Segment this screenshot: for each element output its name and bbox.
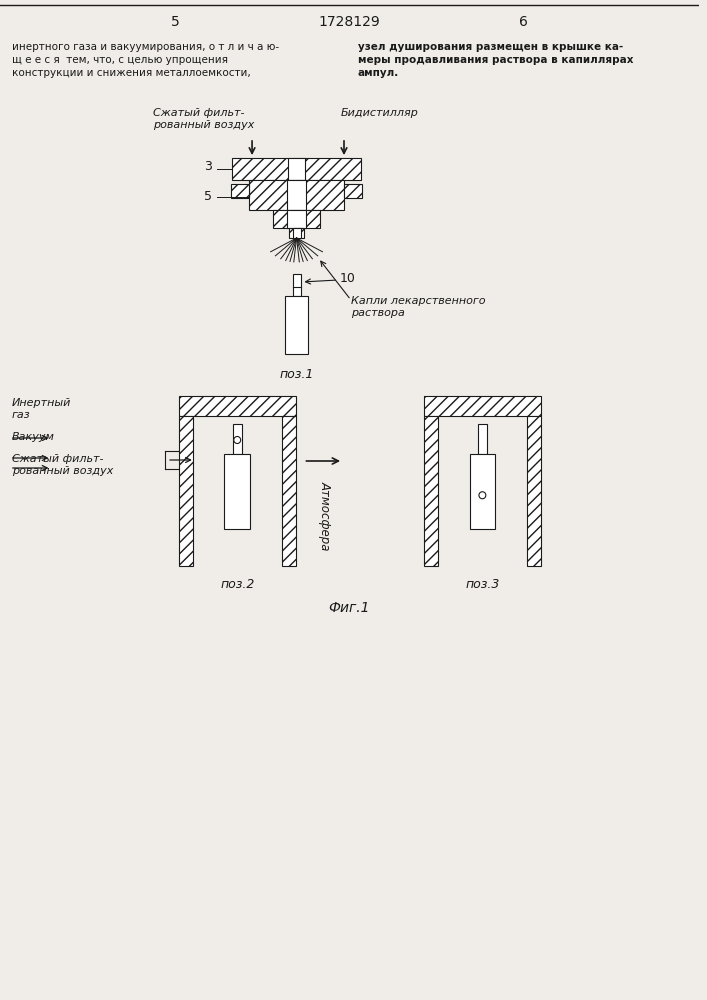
- Bar: [424, 416, 438, 566]
- Bar: [424, 396, 541, 416]
- Bar: [527, 416, 541, 566]
- Text: Инертный: Инертный: [12, 398, 71, 408]
- Text: узел душирования размещен в крышке ка-: узел душирования размещен в крышке ка-: [358, 42, 623, 52]
- Text: 10: 10: [340, 272, 356, 286]
- Text: рованный воздух: рованный воздух: [12, 466, 113, 476]
- Text: Атмосфера: Атмосфера: [319, 481, 332, 551]
- Bar: [233, 424, 243, 454]
- Bar: [293, 274, 300, 296]
- Text: Бидистилляр: Бидистилляр: [341, 108, 419, 118]
- Bar: [233, 158, 361, 180]
- Bar: [424, 396, 541, 416]
- Bar: [424, 416, 438, 566]
- Text: Вакуум: Вакуум: [12, 432, 54, 442]
- Text: поз.2: поз.2: [220, 578, 255, 590]
- Text: 1728129: 1728129: [318, 15, 380, 29]
- Bar: [286, 210, 306, 228]
- Bar: [179, 396, 296, 416]
- Bar: [249, 180, 344, 210]
- Text: Капли лекарственного: Капли лекарственного: [351, 296, 486, 306]
- Text: раствора: раствора: [351, 308, 405, 318]
- Text: 5: 5: [204, 190, 211, 204]
- Bar: [344, 184, 362, 198]
- Circle shape: [479, 492, 486, 499]
- Bar: [231, 184, 249, 198]
- Bar: [281, 416, 296, 566]
- Bar: [281, 416, 296, 566]
- Bar: [273, 210, 320, 228]
- Bar: [285, 296, 308, 354]
- Bar: [288, 158, 305, 180]
- Bar: [286, 180, 306, 210]
- Text: инертного газа и вакуумирования, о т л и ч а ю-: инертного газа и вакуумирования, о т л и…: [12, 42, 279, 52]
- Bar: [233, 158, 361, 180]
- Bar: [224, 454, 250, 529]
- Bar: [273, 210, 320, 228]
- Bar: [527, 416, 541, 566]
- Bar: [179, 416, 193, 566]
- Bar: [288, 228, 305, 238]
- Text: рованный воздух: рованный воздух: [153, 120, 255, 130]
- Text: 3: 3: [204, 159, 211, 172]
- Text: щ е е с я  тем, что, с целью упрощения: щ е е с я тем, что, с целью упрощения: [12, 55, 228, 65]
- Text: Фиг.1: Фиг.1: [328, 601, 370, 615]
- Text: поз.1: поз.1: [279, 367, 314, 380]
- Text: ампул.: ампул.: [358, 68, 399, 78]
- Bar: [179, 416, 193, 566]
- Bar: [479, 424, 487, 454]
- Circle shape: [234, 436, 240, 444]
- Bar: [179, 396, 296, 416]
- Bar: [293, 228, 300, 238]
- Bar: [288, 228, 305, 238]
- Text: 5: 5: [170, 15, 180, 29]
- Bar: [249, 180, 344, 210]
- Bar: [231, 184, 249, 198]
- Text: 6: 6: [520, 15, 528, 29]
- Text: газ: газ: [12, 410, 30, 420]
- Text: Сжатый фильт-: Сжатый фильт-: [12, 454, 103, 464]
- Bar: [344, 184, 362, 198]
- Bar: [469, 454, 495, 529]
- Text: меры продавливания раствора в капиллярах: меры продавливания раствора в капиллярах: [358, 55, 633, 65]
- Text: конструкции и снижения металлоемкости,: конструкции и снижения металлоемкости,: [12, 68, 250, 78]
- Text: Сжатый фильт-: Сжатый фильт-: [153, 108, 245, 118]
- Text: поз.3: поз.3: [465, 578, 500, 590]
